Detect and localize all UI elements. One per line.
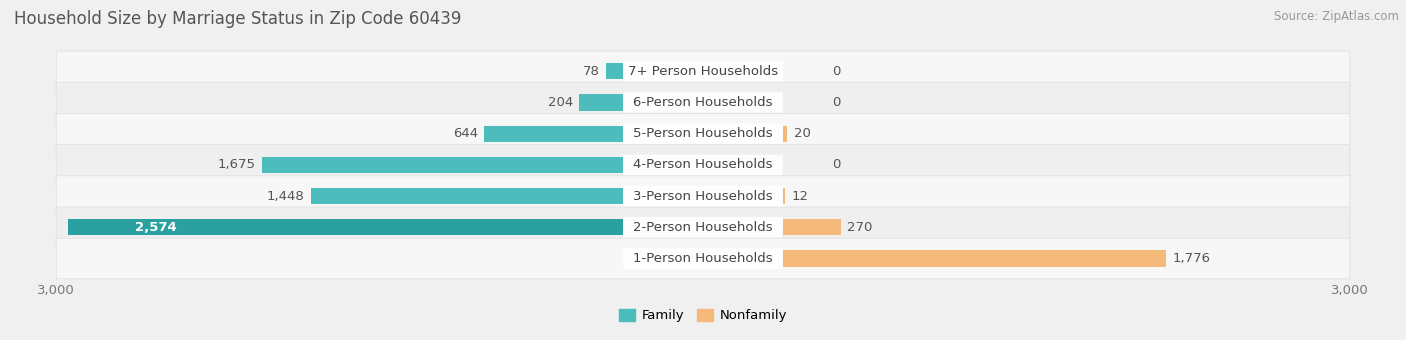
Text: 5-Person Households: 5-Person Households bbox=[633, 127, 773, 140]
Text: 1-Person Households: 1-Person Households bbox=[633, 252, 773, 265]
Text: 0: 0 bbox=[832, 65, 841, 78]
FancyBboxPatch shape bbox=[56, 207, 1350, 248]
FancyBboxPatch shape bbox=[56, 51, 1350, 91]
FancyBboxPatch shape bbox=[623, 155, 783, 175]
Text: 1,675: 1,675 bbox=[218, 158, 256, 171]
FancyBboxPatch shape bbox=[623, 186, 783, 206]
FancyBboxPatch shape bbox=[56, 144, 1350, 185]
Bar bbox=[579, 95, 623, 110]
Text: 644: 644 bbox=[453, 127, 478, 140]
FancyBboxPatch shape bbox=[623, 123, 783, 144]
Text: 270: 270 bbox=[848, 221, 873, 234]
FancyBboxPatch shape bbox=[56, 114, 1350, 154]
FancyBboxPatch shape bbox=[623, 92, 783, 113]
Text: Household Size by Marriage Status in Zip Code 60439: Household Size by Marriage Status in Zip… bbox=[14, 10, 461, 28]
Bar bbox=[485, 125, 623, 142]
FancyBboxPatch shape bbox=[56, 176, 1350, 216]
FancyBboxPatch shape bbox=[623, 61, 783, 82]
Text: 0: 0 bbox=[832, 158, 841, 171]
FancyBboxPatch shape bbox=[623, 248, 783, 269]
FancyBboxPatch shape bbox=[623, 217, 783, 238]
Bar bbox=[262, 157, 623, 173]
Text: 12: 12 bbox=[792, 190, 808, 203]
Text: 6-Person Households: 6-Person Households bbox=[633, 96, 773, 109]
Text: 1,776: 1,776 bbox=[1173, 252, 1211, 265]
Bar bbox=[606, 63, 623, 80]
Bar bbox=[783, 219, 841, 235]
FancyBboxPatch shape bbox=[56, 238, 1350, 279]
Text: 3-Person Households: 3-Person Households bbox=[633, 190, 773, 203]
Text: 2,574: 2,574 bbox=[135, 221, 177, 234]
FancyBboxPatch shape bbox=[56, 82, 1350, 123]
Text: 4-Person Households: 4-Person Households bbox=[633, 158, 773, 171]
Bar bbox=[69, 219, 623, 235]
Bar bbox=[783, 125, 787, 142]
Text: Source: ZipAtlas.com: Source: ZipAtlas.com bbox=[1274, 10, 1399, 23]
Legend: Family, Nonfamily: Family, Nonfamily bbox=[619, 309, 787, 322]
Text: 7+ Person Households: 7+ Person Households bbox=[628, 65, 778, 78]
Bar bbox=[783, 188, 786, 204]
Text: 0: 0 bbox=[832, 96, 841, 109]
Text: 20: 20 bbox=[793, 127, 810, 140]
Text: 78: 78 bbox=[583, 65, 600, 78]
Bar bbox=[311, 188, 623, 204]
Text: 2-Person Households: 2-Person Households bbox=[633, 221, 773, 234]
Bar bbox=[783, 250, 1166, 267]
Text: 1,448: 1,448 bbox=[267, 190, 305, 203]
Text: 204: 204 bbox=[547, 96, 572, 109]
